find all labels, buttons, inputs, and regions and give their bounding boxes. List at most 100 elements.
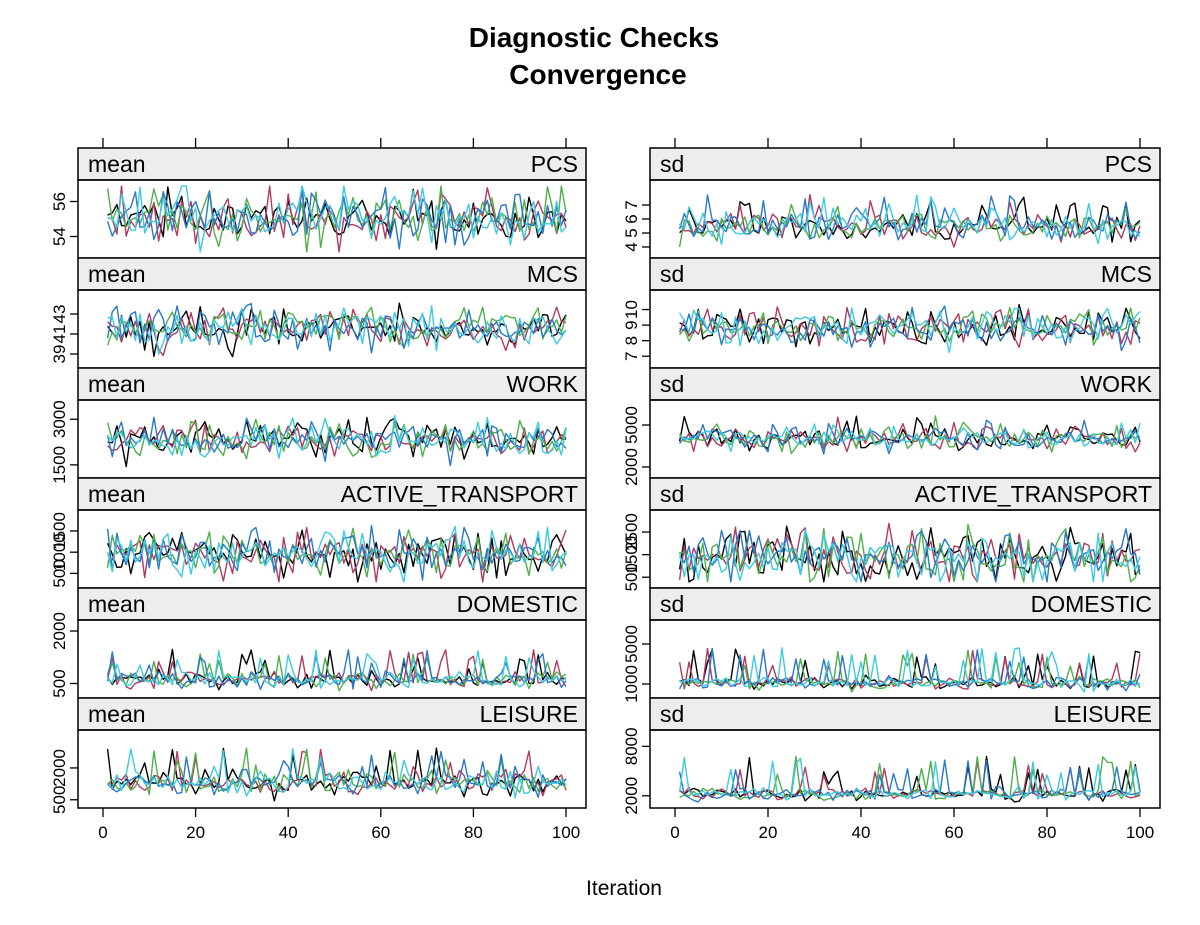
y-tick-label: 5000 <box>622 406 641 444</box>
strip-stat-label: mean <box>88 261 146 287</box>
strip-variable-label: LEISURE <box>480 701 578 727</box>
y-tick-label: 1500 <box>622 536 641 574</box>
series-line-chain-5 <box>107 185 567 253</box>
strip-stat-label: mean <box>88 481 146 507</box>
panel-strip <box>649 257 1161 291</box>
strip-variable-label: PCS <box>1105 151 1152 177</box>
y-tick-label: 41 <box>50 325 69 344</box>
y-tick-label: 43 <box>50 305 69 324</box>
x-tick-label: 60 <box>371 823 390 842</box>
strip-stat-label: sd <box>660 701 684 727</box>
panel-strip <box>77 257 587 291</box>
series-line-chain-2 <box>107 419 567 457</box>
x-tick-label: 60 <box>945 823 964 842</box>
strip-variable-label: DOMESTIC <box>457 591 578 617</box>
x-tick-label: 0 <box>98 823 107 842</box>
series-line-chain-3 <box>106 306 567 348</box>
panel-sd-leisure: sd LEISURE 2000 8000 0 20 40 60 80 100 <box>622 697 1161 842</box>
y-tick-label: 8 <box>622 336 641 345</box>
panel-mean-domestic: mean DOMESTIC 500 2000 <box>50 587 587 699</box>
panel-strip <box>77 147 587 181</box>
x-tick-label: 40 <box>852 823 871 842</box>
series-line-chain-5 <box>107 649 567 689</box>
panel-sd-mcs: sd MCS 7 8 910 <box>622 257 1161 369</box>
x-axis-title: Iteration <box>586 877 662 900</box>
x-tick-label: 40 <box>279 823 298 842</box>
series-line-chain-2 <box>679 416 1141 453</box>
y-tick-label: 3000 <box>50 400 69 438</box>
chart-title: Diagnostic Checks <box>469 22 720 53</box>
y-tick-label: 1500 <box>50 446 69 484</box>
x-tick-label: 0 <box>670 823 679 842</box>
x-tick-label: 80 <box>1038 823 1057 842</box>
series-line-chain-4 <box>678 647 1141 692</box>
strip-stat-label: mean <box>88 371 146 397</box>
panel-sd-pcs: sd PCS 4 5 6 7 <box>622 138 1161 259</box>
panel-strip <box>77 587 587 621</box>
panel-frame <box>77 729 587 809</box>
series-line-chain-3 <box>106 653 567 692</box>
strip-variable-label: MCS <box>527 261 578 287</box>
strip-variable-label: WORK <box>1080 371 1152 397</box>
x-tick-label: 100 <box>552 823 580 842</box>
panel-strip <box>77 697 587 731</box>
strip-variable-label: PCS <box>531 151 578 177</box>
y-tick-label: 7 <box>622 200 641 209</box>
panel-mean-pcs: mean PCS 54 56 <box>50 138 587 259</box>
y-tick-label: 1000 <box>50 533 69 571</box>
series-line-chain-3 <box>679 415 1141 455</box>
series-line-chain-3 <box>106 527 567 578</box>
y-tick-label: 2000 <box>50 749 69 787</box>
y-tick-label: 500 <box>50 669 69 697</box>
y-tick-label: 5 <box>622 228 641 237</box>
series-line-chain-4 <box>679 305 1141 352</box>
y-tick-label: 8000 <box>622 727 641 765</box>
series-line-chain-5 <box>107 748 567 799</box>
y-tick-label: 4 <box>622 242 641 251</box>
panel-sd-work: sd WORK 2000 5000 <box>622 367 1161 486</box>
series-line-chain-5 <box>678 307 1141 354</box>
y-tick-label: 7 <box>622 351 641 360</box>
strip-stat-label: mean <box>88 701 146 727</box>
series-line-chain-3 <box>107 747 567 796</box>
x-tick-label: 20 <box>759 823 778 842</box>
y-tick-label: 9 <box>622 320 641 329</box>
y-tick-label: 500 <box>50 786 69 814</box>
strip-stat-label: mean <box>88 591 146 617</box>
y-tick-label: 2000 <box>622 777 641 815</box>
panel-frame <box>649 729 1161 809</box>
panel-strip <box>77 477 587 511</box>
strip-variable-label: ACTIVE_TRANSPORT <box>341 481 578 507</box>
series-line-chain-3 <box>106 185 567 253</box>
panel-strip <box>649 697 1161 731</box>
series-line-chain-5 <box>679 194 1141 246</box>
series-line-chain-4 <box>678 194 1141 241</box>
y-tick-label: 2000 <box>50 612 69 650</box>
series-line-chain-2 <box>678 306 1141 348</box>
y-tick-label: 1500 <box>50 512 69 550</box>
y-tick-label: 54 <box>50 227 69 246</box>
series-line-chain-4 <box>107 750 567 798</box>
strip-stat-label: mean <box>88 151 146 177</box>
y-tick-label: 2500 <box>622 513 641 551</box>
series-line-chain-5 <box>107 414 567 460</box>
strip-variable-label: MCS <box>1101 261 1152 287</box>
strip-stat-label: sd <box>660 151 684 177</box>
series-line-chain-3 <box>679 755 1141 801</box>
y-tick-label: 2000 <box>622 448 641 486</box>
series-line-chain-5 <box>678 757 1141 801</box>
series-line-chain-4 <box>106 302 567 354</box>
y-tick-label: 6 <box>622 214 641 223</box>
series-line-chain-1 <box>107 302 567 358</box>
strip-variable-label: LEISURE <box>1054 701 1152 727</box>
strip-variable-label: WORK <box>506 371 578 397</box>
strip-stat-label: sd <box>660 591 684 617</box>
y-tick-label: 500 <box>50 559 69 587</box>
y-tick-label: 56 <box>50 192 69 211</box>
